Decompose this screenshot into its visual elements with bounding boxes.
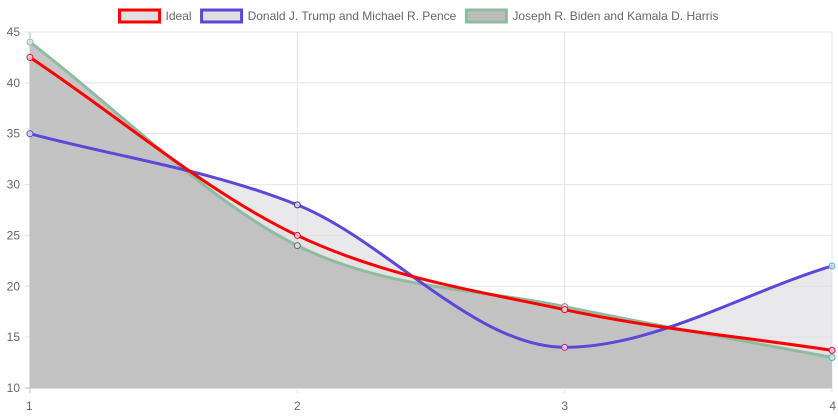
y-tick-label: 45 — [7, 25, 21, 39]
legend-item[interactable]: Joseph R. Biden and Kamala D. Harris — [464, 8, 718, 24]
y-tick-label: 30 — [7, 178, 21, 192]
legend-label: Donald J. Trump and Michael R. Pence — [248, 9, 457, 23]
data-point — [561, 343, 569, 351]
series-lines — [28, 40, 834, 359]
x-tick-label: 3 — [561, 399, 568, 413]
y-tick-label: 20 — [7, 279, 21, 293]
y-tick-label: 10 — [7, 381, 21, 395]
legend-swatch — [118, 8, 162, 24]
legend-label: Joseph R. Biden and Kamala D. Harris — [512, 9, 718, 23]
data-point — [26, 130, 34, 138]
y-tick-label: 25 — [7, 228, 21, 242]
series-area — [30, 42, 832, 389]
legend[interactable]: Ideal Donald J. Trump and Michael R. Penc… — [118, 8, 719, 24]
y-tick-label: 35 — [7, 127, 21, 141]
axis-labels: 10 15 20 25 30 35 40 45 1 2 3 4 — [7, 25, 837, 413]
legend-swatch — [200, 8, 244, 24]
series-line — [28, 132, 834, 349]
legend-swatch — [464, 8, 508, 24]
data-point — [293, 231, 301, 239]
x-tick-label: 4 — [829, 399, 836, 413]
data-point — [26, 38, 34, 46]
legend-item[interactable]: Donald J. Trump and Michael R. Pence — [200, 8, 457, 24]
data-point — [828, 353, 836, 361]
data-point — [828, 346, 836, 354]
x-tick-label: 1 — [26, 399, 33, 413]
x-tick-label: 2 — [294, 399, 301, 413]
y-tick-label: 40 — [7, 76, 21, 90]
data-point — [293, 242, 301, 250]
data-point — [561, 306, 569, 314]
series-points — [26, 38, 836, 361]
data-point — [293, 201, 301, 209]
legend-label: Ideal — [166, 9, 192, 23]
data-point — [26, 53, 34, 61]
data-point — [828, 262, 836, 270]
series-line — [28, 55, 834, 352]
legend-item[interactable]: Ideal — [118, 8, 192, 24]
y-tick-label: 15 — [7, 330, 21, 344]
